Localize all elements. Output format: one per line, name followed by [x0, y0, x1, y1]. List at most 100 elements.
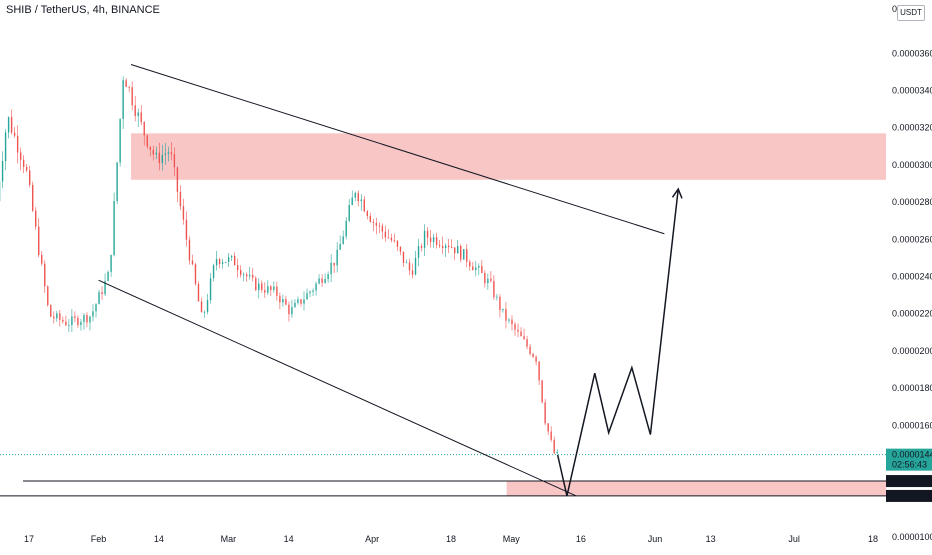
- candle-body[interactable]: [267, 286, 268, 292]
- candle-body[interactable]: [62, 320, 63, 322]
- candle-body[interactable]: [472, 266, 473, 270]
- candle-body[interactable]: [249, 275, 250, 276]
- candle-body[interactable]: [35, 211, 36, 227]
- candle-body[interactable]: [333, 263, 334, 266]
- candle-body[interactable]: [303, 299, 304, 303]
- candle-body[interactable]: [270, 286, 271, 290]
- candle-body[interactable]: [273, 287, 274, 290]
- candle-body[interactable]: [370, 216, 371, 222]
- candle-body[interactable]: [50, 305, 51, 317]
- currency-button[interactable]: USDT: [897, 5, 925, 21]
- candle-body[interactable]: [213, 265, 214, 278]
- candle-body[interactable]: [342, 236, 343, 244]
- candle-body[interactable]: [134, 105, 135, 116]
- candle-body[interactable]: [544, 402, 545, 423]
- candle-body[interactable]: [122, 80, 123, 119]
- candle-body[interactable]: [457, 246, 458, 253]
- candle-body[interactable]: [523, 336, 524, 339]
- candle-body[interactable]: [364, 200, 365, 212]
- candle-body[interactable]: [535, 357, 536, 362]
- candle-body[interactable]: [463, 249, 464, 259]
- projection-path[interactable]: [558, 189, 679, 496]
- candle-body[interactable]: [306, 293, 307, 299]
- candle-body[interactable]: [207, 300, 208, 312]
- candle-body[interactable]: [195, 264, 196, 284]
- candle-body[interactable]: [493, 281, 494, 297]
- candle-body[interactable]: [165, 154, 166, 155]
- candle-body[interactable]: [300, 299, 301, 303]
- candle-body[interactable]: [397, 241, 398, 247]
- candle-body[interactable]: [252, 275, 253, 278]
- candle-body[interactable]: [131, 87, 132, 105]
- candle-body[interactable]: [171, 152, 172, 154]
- candle-body[interactable]: [38, 227, 39, 255]
- candle-body[interactable]: [59, 313, 60, 319]
- candle-body[interactable]: [336, 250, 337, 266]
- candle-body[interactable]: [373, 222, 374, 223]
- candle-body[interactable]: [180, 192, 181, 206]
- candle-body[interactable]: [92, 311, 93, 316]
- candle-body[interactable]: [339, 244, 340, 250]
- candle-body[interactable]: [234, 256, 235, 265]
- candle-body[interactable]: [159, 153, 160, 163]
- candle-body[interactable]: [86, 315, 87, 322]
- candle-body[interactable]: [427, 231, 428, 238]
- candle-body[interactable]: [294, 303, 295, 307]
- candle-body[interactable]: [321, 279, 322, 283]
- channel-lower-line[interactable]: [99, 280, 577, 496]
- candle-body[interactable]: [451, 247, 452, 248]
- candle-body[interactable]: [442, 246, 443, 248]
- candle-body[interactable]: [400, 247, 401, 252]
- candle-body[interactable]: [352, 198, 353, 205]
- candle-body[interactable]: [460, 246, 461, 260]
- candle-body[interactable]: [361, 200, 362, 202]
- candle-body[interactable]: [74, 316, 75, 318]
- candle-body[interactable]: [520, 332, 521, 337]
- candle-body[interactable]: [309, 292, 310, 293]
- candle-body[interactable]: [276, 287, 277, 296]
- candle-body[interactable]: [210, 278, 211, 300]
- candle-body[interactable]: [53, 317, 54, 319]
- candle-body[interactable]: [186, 220, 187, 240]
- candle-body[interactable]: [517, 330, 518, 332]
- candle-body[interactable]: [17, 136, 18, 153]
- candle-body[interactable]: [83, 315, 84, 322]
- candle-body[interactable]: [415, 258, 416, 275]
- candle-body[interactable]: [23, 160, 24, 167]
- candle-body[interactable]: [291, 307, 292, 314]
- candle-body[interactable]: [113, 201, 114, 255]
- candle-body[interactable]: [484, 273, 485, 283]
- candle-body[interactable]: [526, 339, 527, 346]
- candle-body[interactable]: [20, 152, 21, 159]
- candle-body[interactable]: [32, 185, 33, 211]
- candle-body[interactable]: [261, 283, 262, 290]
- candle-body[interactable]: [469, 262, 470, 267]
- candle-body[interactable]: [98, 292, 99, 304]
- candle-body[interactable]: [144, 122, 145, 135]
- candle-body[interactable]: [110, 255, 111, 272]
- candle-body[interactable]: [466, 249, 467, 262]
- candle-body[interactable]: [77, 318, 78, 325]
- candle-body[interactable]: [490, 279, 491, 281]
- candle-body[interactable]: [550, 432, 551, 440]
- candle-body[interactable]: [153, 150, 154, 155]
- candle-body[interactable]: [315, 284, 316, 291]
- candle-body[interactable]: [288, 305, 289, 314]
- candle-body[interactable]: [201, 301, 202, 312]
- candle-body[interactable]: [324, 279, 325, 283]
- candle-body[interactable]: [382, 226, 383, 232]
- candle-body[interactable]: [430, 238, 431, 242]
- candle-body[interactable]: [237, 265, 238, 270]
- candle-body[interactable]: [189, 240, 190, 261]
- candle-body[interactable]: [394, 240, 395, 241]
- candle-body[interactable]: [496, 297, 497, 298]
- candle-body[interactable]: [183, 206, 184, 219]
- candle-body[interactable]: [8, 117, 9, 132]
- candle-body[interactable]: [532, 354, 533, 357]
- candle-body[interactable]: [168, 152, 169, 153]
- candle-body[interactable]: [412, 270, 413, 274]
- candle-body[interactable]: [119, 119, 120, 162]
- candle-body[interactable]: [391, 238, 392, 241]
- candle-body[interactable]: [264, 290, 265, 293]
- candle-body[interactable]: [128, 87, 129, 88]
